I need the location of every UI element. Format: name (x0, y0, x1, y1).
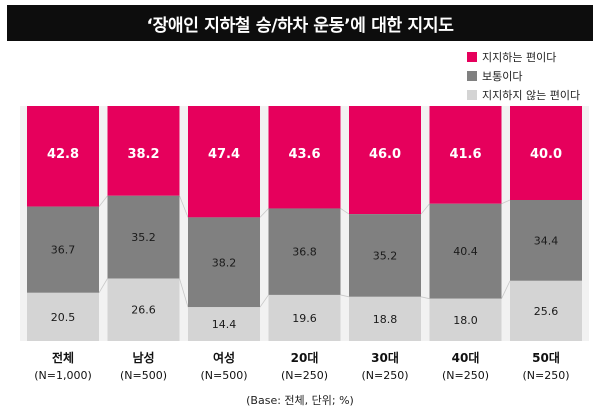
bar-segment (188, 106, 260, 218)
data-label: 40.4 (453, 245, 478, 258)
data-label: 36.8 (292, 246, 317, 259)
connector-line (259, 294, 269, 308)
connector-line (98, 278, 108, 294)
data-label: 41.6 (449, 147, 481, 162)
bar-segment (188, 217, 260, 308)
bar-segment (27, 106, 99, 207)
bar-segment (107, 106, 180, 196)
category-sublabel: (N=500) (200, 369, 247, 382)
category-sublabel: (N=250) (281, 369, 328, 382)
category-sublabel: (N=500) (120, 369, 167, 382)
bar-segment (510, 200, 582, 281)
legend-item-neutral: 보통이다 (467, 67, 580, 84)
data-label: 18.8 (373, 313, 398, 326)
base-note: (Base: 전체, 단위; %) (246, 394, 354, 407)
bar-segment (349, 214, 421, 297)
connector-line (501, 280, 511, 299)
bar-segment (510, 280, 582, 341)
legend-item-support: 지지하는 편이다 (467, 48, 580, 65)
bar-segment (268, 208, 341, 295)
data-label: 34.4 (534, 234, 559, 247)
data-label: 46.0 (369, 147, 401, 162)
bar-segment (27, 292, 99, 341)
category-label: 남성 (132, 350, 154, 365)
legend-label-support: 지지하는 편이다 (482, 50, 557, 64)
category-sublabel: (N=1,000) (34, 369, 92, 382)
connector-line (179, 195, 189, 218)
data-label: 19.6 (292, 312, 317, 325)
bar-segment (349, 296, 421, 341)
category-sublabel: (N=250) (522, 369, 569, 382)
bar-segment (429, 106, 502, 204)
connector-line (340, 294, 350, 298)
data-label: 40.0 (530, 147, 562, 162)
legend-swatch-support (467, 51, 477, 62)
bar-segment (268, 106, 341, 209)
category-label: 40대 (452, 351, 480, 365)
connector-line (259, 208, 269, 218)
bar-segment (429, 298, 502, 341)
data-label: 26.6 (131, 304, 156, 317)
legend-swatch-neutral (467, 70, 477, 81)
category-label: 20대 (291, 351, 319, 365)
category-label: 50대 (532, 351, 560, 365)
connector-line (98, 195, 108, 207)
bar-segment (268, 294, 341, 341)
category-sublabel: (N=250) (361, 369, 408, 382)
legend-label-neutral: 보통이다 (482, 69, 523, 83)
bar-segment (510, 106, 582, 200)
data-label: 35.2 (131, 231, 156, 244)
data-label: 14.4 (212, 318, 237, 331)
data-label: 38.2 (212, 256, 237, 269)
connector-line (501, 199, 511, 205)
legend-swatch-oppose (467, 89, 477, 100)
connector-line (340, 208, 350, 215)
data-label: 42.8 (47, 147, 79, 162)
bar-segment (107, 195, 180, 279)
bar-segment (349, 106, 421, 215)
category-label: 30대 (371, 351, 399, 365)
legend-item-oppose: 지지하지 않는 편이다 (467, 86, 580, 103)
legend-label-oppose: 지지하지 않는 편이다 (482, 88, 581, 102)
data-label: 25.6 (534, 305, 559, 318)
category-label: 전체 (52, 350, 74, 365)
connector-line (179, 278, 189, 308)
data-label: 43.6 (288, 147, 320, 162)
category-label: 여성 (213, 350, 235, 365)
data-label: 20.5 (51, 311, 76, 324)
data-label: 35.2 (373, 249, 398, 262)
connector-line (420, 203, 430, 215)
connector-line (420, 296, 430, 300)
chart-title: ‘장애인 지하철 승/하차 운동’에 대한 지지도 (7, 5, 593, 41)
category-sublabel: (N=250) (442, 369, 489, 382)
bar-segment (27, 206, 99, 293)
bar-segment (188, 307, 260, 341)
data-label: 47.4 (208, 147, 240, 162)
data-label: 36.7 (51, 244, 76, 257)
legend: 지지하는 편이다 보통이다 지지하지 않는 편이다 (467, 48, 580, 105)
bar-segment (107, 278, 180, 341)
data-label: 38.2 (127, 147, 159, 162)
bar-segment (429, 203, 502, 299)
data-label: 18.0 (453, 314, 478, 327)
